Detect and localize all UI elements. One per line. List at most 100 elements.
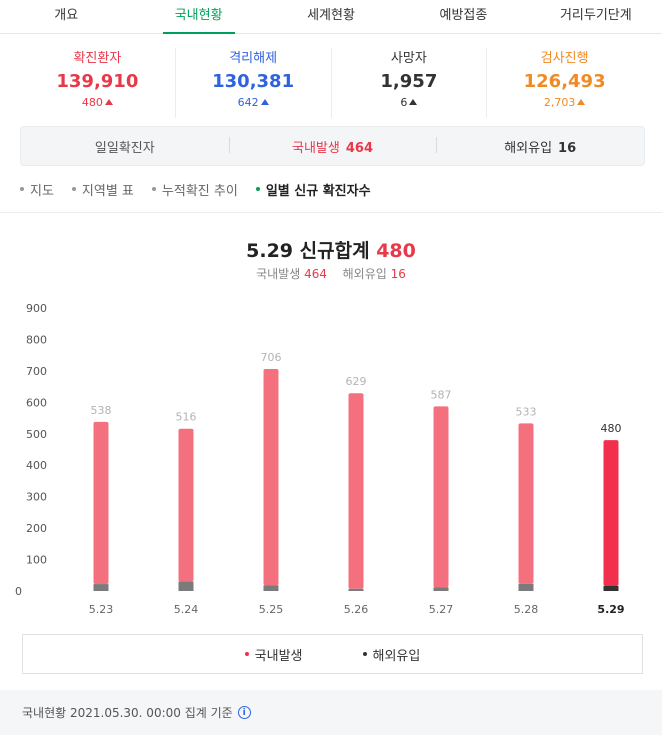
y-tick-label: 600: [26, 396, 47, 409]
chart-title-prefix: 5.29 신규합계: [246, 240, 370, 262]
stat-label: 검사진행: [540, 51, 589, 66]
triangle-up-icon: [104, 99, 113, 105]
daily-confirmed-label: 일일확진자: [94, 140, 155, 156]
subnav-region-table[interactable]: 지역별 표: [71, 178, 134, 200]
triangle-up-icon: [577, 99, 586, 105]
x-tick-label: 5.25: [259, 603, 284, 616]
y-tick-label: 800: [26, 333, 47, 346]
tab-distancing[interactable]: 거리두기단계: [559, 8, 632, 23]
stat-delta: 480: [20, 95, 175, 111]
y-tick-label: 200: [26, 522, 47, 535]
top-tabs: 개요 국내현황 세계현황 예방접종 거리두기단계: [0, 0, 662, 34]
bar-overseas: [348, 588, 364, 591]
bar-total-label: 538: [91, 404, 112, 417]
bar-overseas: [603, 585, 619, 591]
bullet-icon: [255, 187, 260, 191]
bar-total-label: 480: [601, 422, 622, 435]
bar-overseas: [178, 581, 194, 591]
bar-total-label: 516: [176, 411, 197, 424]
legend-dot-icon: [362, 652, 367, 656]
x-tick-label: 5.23: [89, 603, 114, 616]
bar-overseas: [93, 584, 109, 591]
stat-released: 격리해제 130,381 642: [176, 48, 332, 118]
bar-domestic: [263, 369, 279, 586]
stat-deaths: 사망자 1,957 6: [332, 48, 488, 118]
x-tick-label: 5.29: [597, 603, 624, 616]
x-tick-label: 5.24: [174, 603, 199, 616]
bullet-icon: [71, 187, 76, 191]
sub-domestic-value: 464: [304, 267, 327, 281]
chart-panel: [0, 212, 662, 690]
subnav-daily-new[interactable]: 일별 신규 확진자수: [255, 178, 371, 200]
stat-value: 130,381: [212, 71, 295, 92]
footer: 국내현황 2021.05.30. 00:00 집계 기준 i: [0, 690, 662, 735]
chart-subnav: 지도 지역별 표 누적확진 추이 일별 신규 확진자수: [20, 178, 371, 200]
bullet-icon: [151, 187, 156, 191]
y-tick-label: 900: [26, 302, 47, 315]
legend-domestic[interactable]: 국내발생: [244, 645, 303, 664]
tab-overview[interactable]: 개요: [54, 8, 79, 23]
domestic-breakdown: 국내발생 464: [228, 136, 437, 156]
stat-label: 사망자: [390, 51, 427, 66]
x-tick-label: 5.28: [514, 603, 539, 616]
daily-breakdown: 일일확진자 국내발생 464 해외유입 16: [20, 126, 645, 166]
y-tick-label: 400: [26, 459, 47, 472]
footer-text: 국내현황 2021.05.30. 00:00 집계 기준: [22, 706, 233, 720]
stat-confirmed: 확진환자 139,910 480: [20, 48, 176, 118]
subnav-cumulative[interactable]: 누적확진 추이: [151, 178, 238, 200]
domestic-label: 국내발생: [292, 140, 340, 156]
bar-total-label: 629: [346, 375, 367, 388]
y-tick-label: 0: [15, 585, 22, 598]
bar-domestic: [348, 393, 364, 589]
bar-overseas: [518, 583, 534, 591]
legend-overseas[interactable]: 해외유입: [362, 645, 420, 664]
stats-summary: 확진환자 139,910 480 격리해제 130,381 642 사망자 1,…: [20, 48, 642, 118]
overseas-value: 16: [558, 140, 577, 156]
y-tick-label: 700: [26, 365, 47, 378]
info-icon[interactable]: i: [237, 706, 251, 719]
stat-delta: 642: [176, 95, 331, 111]
chart-title-value: 480: [376, 240, 416, 262]
chart-legend: 국내발생 해외유입: [22, 634, 643, 674]
bar-total-label: 587: [431, 388, 452, 401]
triangle-up-icon: [409, 99, 418, 105]
tab-domestic[interactable]: 국내현황: [132, 0, 264, 33]
bar-overseas: [433, 587, 449, 591]
chart-title: 5.29 신규합계 480: [0, 236, 662, 263]
stat-label: 확진환자: [73, 51, 122, 66]
sub-overseas-label: 해외유입: [342, 267, 387, 281]
legend-dot-icon: [244, 652, 249, 656]
stat-delta: 2,703: [487, 95, 642, 111]
stat-testing: 검사진행 126,493 2,703: [487, 48, 642, 118]
bar-domestic: [178, 428, 194, 582]
tab-vaccination[interactable]: 예방접종: [439, 8, 488, 23]
bar-total-label: 533: [516, 405, 537, 418]
triangle-up-icon: [260, 99, 269, 105]
stat-delta: 6: [332, 95, 487, 111]
y-tick-label: 300: [26, 491, 47, 504]
stat-label: 격리해제: [229, 51, 278, 66]
overseas-breakdown: 해외유입 16: [436, 136, 644, 156]
stat-value: 139,910: [56, 71, 139, 92]
tab-world[interactable]: 세계현황: [307, 8, 355, 23]
sub-domestic-label: 국내발생: [256, 267, 301, 281]
bar-domestic: [603, 440, 619, 586]
y-tick-label: 500: [26, 428, 47, 441]
domestic-value: 464: [345, 140, 373, 156]
x-tick-label: 5.27: [429, 603, 454, 616]
stat-value: 1,957: [380, 71, 438, 92]
stat-value: 126,493: [523, 71, 606, 92]
daily-bar-chart: 0 100 200 300 400 500 600 700 800 900 538 5.23 516 5.…: [15, 302, 625, 616]
x-tick-label: 5.26: [344, 603, 369, 616]
chart-subtitle: 국내발생 464 해외유입 16: [0, 265, 662, 282]
bar-domestic: [93, 421, 109, 585]
subnav-map[interactable]: 지도: [20, 178, 54, 200]
bar-domestic: [433, 406, 449, 588]
bar-overseas: [263, 585, 279, 591]
overseas-label: 해외유입: [504, 140, 553, 156]
bullet-icon: [20, 187, 24, 191]
sub-overseas-value: 16: [390, 267, 406, 281]
bar-total-label: 706: [261, 351, 282, 364]
bar-domestic: [518, 423, 534, 584]
y-tick-label: 100: [26, 554, 47, 567]
